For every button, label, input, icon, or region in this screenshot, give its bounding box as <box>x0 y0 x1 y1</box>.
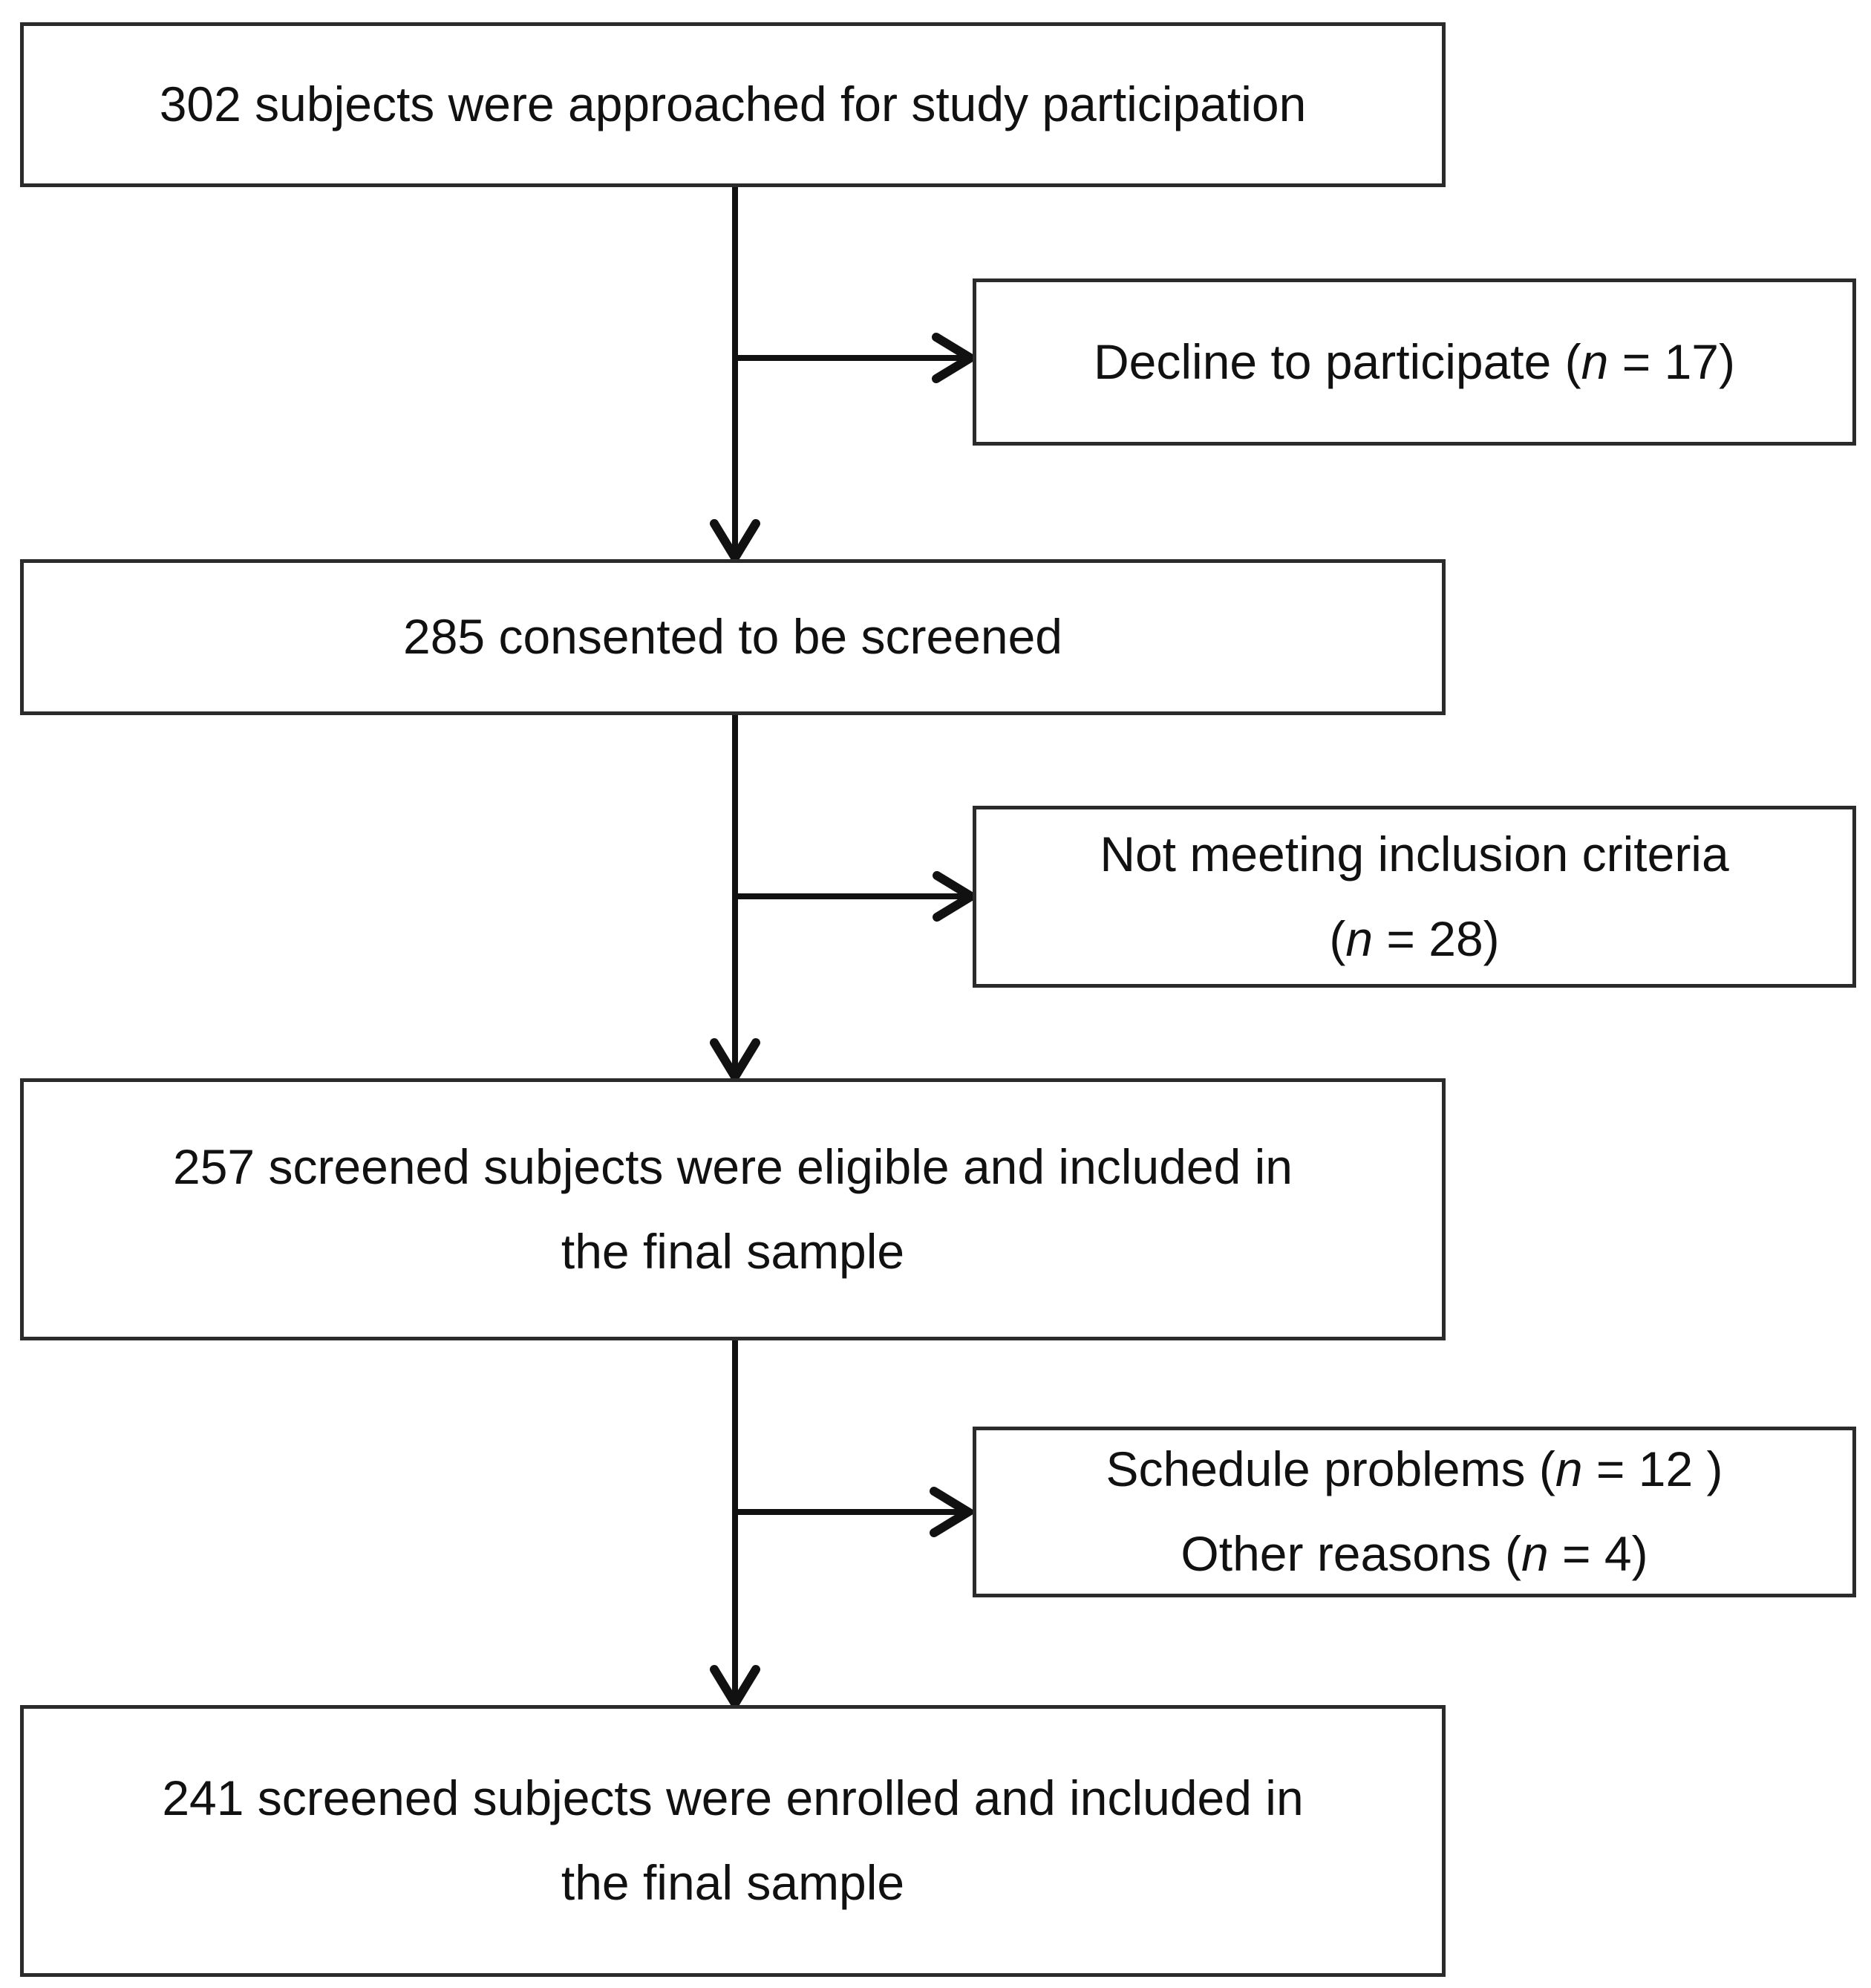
box-text-line: 241 screened subjects were enrolled and … <box>162 1756 1303 1841</box>
flow-box-eligible: 257 screened subjects were eligible and … <box>20 1078 1446 1340</box>
n-symbol: n <box>1581 333 1609 389</box>
box-text-line: (n = 28) <box>1329 897 1499 982</box>
box-text: 257 screened subjects were eligible and … <box>173 1138 1293 1194</box>
n-symbol: n <box>1521 1526 1549 1581</box>
box-text: = 4) <box>1548 1526 1648 1581</box>
box-text: = 28) <box>1373 910 1500 966</box>
box-text: Decline to participate ( <box>1094 333 1581 389</box>
box-text-line: Decline to participate (n = 17) <box>1094 320 1735 405</box>
n-symbol: n <box>1555 1441 1583 1497</box>
flow-box-schedule-problems: Schedule problems (n = 12 ) Other reason… <box>973 1427 1856 1597</box>
flow-box-declined: Decline to participate (n = 17) <box>973 278 1856 446</box>
flow-box-approached: 302 subjects were approached for study p… <box>20 22 1446 187</box>
box-text: = 12 ) <box>1582 1441 1723 1497</box>
box-text: 302 subjects were approached for study p… <box>159 76 1307 132</box>
connector-down-2-arrowhead <box>710 1038 760 1086</box>
flow-box-consented: 285 consented to be screened <box>20 559 1446 715</box>
box-text: the final sample <box>561 1855 905 1910</box>
flow-box-enrolled: 241 screened subjects were enrolled and … <box>20 1705 1446 1977</box>
box-text: ( <box>1329 910 1346 966</box>
box-text-line: 285 consented to be screened <box>403 595 1062 679</box>
box-text: 241 screened subjects were enrolled and … <box>162 1770 1304 1826</box>
connector-branch-2-arrowhead <box>933 871 980 922</box>
connector-down-3-arrowhead <box>710 1665 760 1712</box>
box-text-line: the final sample <box>561 1210 904 1294</box>
connector-branch-3-arrowhead <box>930 1487 977 1537</box>
box-text: Schedule problems ( <box>1106 1441 1555 1497</box>
box-text: Other reasons ( <box>1181 1526 1521 1581</box>
flow-box-not-meeting-criteria: Not meeting inclusion criteria (n = 28) <box>973 806 1856 988</box>
box-text-line: Other reasons (n = 4) <box>1181 1512 1648 1597</box>
box-text-line: 302 subjects were approached for study p… <box>160 62 1307 147</box>
box-text: the final sample <box>561 1223 905 1279</box>
box-text: = 17) <box>1608 333 1735 389</box>
box-text-line: Not meeting inclusion criteria <box>1100 812 1728 897</box>
connector-branch-1-arrowhead <box>932 333 979 383</box>
connector-down-1-arrowhead <box>710 519 760 567</box>
box-text-line: the final sample <box>561 1841 904 1926</box>
box-text-line: Schedule problems (n = 12 ) <box>1106 1427 1723 1512</box>
box-text: 285 consented to be screened <box>402 609 1062 665</box>
n-symbol: n <box>1345 910 1374 966</box>
box-text-line: 257 screened subjects were eligible and … <box>173 1125 1293 1210</box>
box-text: Not meeting inclusion criteria <box>1100 826 1729 881</box>
